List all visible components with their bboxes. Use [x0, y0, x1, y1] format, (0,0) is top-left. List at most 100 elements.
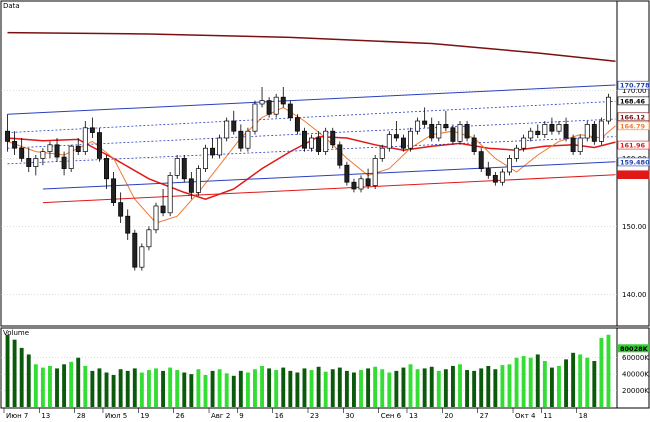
x-tick-label: Июл 5 [105, 412, 127, 420]
volume-bar [542, 361, 547, 407]
candle-down [330, 130, 336, 146]
candle-up [358, 178, 364, 190]
volume-bar [337, 367, 342, 407]
candle-down [160, 205, 166, 214]
volume-bar [146, 370, 151, 407]
overlay-line [7, 31, 616, 62]
x-tick-label: Авг 2 [211, 412, 230, 420]
volume-bar [479, 368, 484, 407]
candle-up [372, 158, 378, 186]
volume-bar [125, 370, 130, 407]
overlay-line [7, 84, 616, 115]
price-tick-label: 140.00 [622, 291, 647, 299]
volume-bar [429, 366, 434, 407]
volume-bar [514, 357, 519, 407]
overlay-line [42, 174, 616, 204]
candle-down [210, 147, 216, 156]
candle-up [309, 137, 315, 149]
candle-down [54, 144, 60, 158]
candle-down [393, 134, 399, 139]
price-tag-label: 166.12 [620, 113, 645, 121]
volume-bar [139, 372, 144, 407]
candle-down [344, 164, 350, 183]
volume-bar [443, 369, 448, 407]
candle-up [499, 171, 505, 183]
candle-down [266, 100, 272, 115]
candle-down [478, 151, 484, 169]
candle-up [195, 168, 201, 193]
candle-up [415, 120, 421, 132]
volume-bar [599, 338, 604, 407]
candle-down [549, 124, 555, 132]
candle-down [96, 132, 102, 159]
candle-up [40, 151, 46, 159]
candle-up [33, 158, 39, 167]
candle-down [337, 144, 343, 166]
candle-up [379, 147, 385, 159]
candle-down [61, 156, 67, 169]
candle-up [146, 229, 152, 248]
price-tag-box [617, 112, 650, 122]
candle-down [287, 103, 293, 118]
candle-down [365, 178, 371, 186]
candle-up [507, 158, 512, 173]
volume-bar [585, 357, 590, 407]
volume-bar [238, 370, 243, 407]
volume-bar [606, 334, 611, 407]
volume-bar [196, 369, 201, 407]
candle-up [167, 175, 173, 214]
candle-down [111, 178, 117, 203]
candle-up [224, 120, 230, 139]
candle-down [231, 120, 237, 132]
volume-bar [422, 368, 427, 407]
volume-bar [203, 374, 208, 407]
volume-bar [564, 359, 568, 407]
volume-bar [97, 368, 102, 407]
x-tick-label: 13 [41, 412, 50, 420]
x-tick-label: 13 [409, 412, 418, 420]
dotted-channel-line [7, 100, 616, 133]
volume-bar [521, 356, 526, 407]
volume-bar [5, 334, 10, 407]
volume-bar [302, 368, 307, 407]
price-tag-label: 157.60 [620, 171, 646, 179]
volume-bar [295, 372, 300, 407]
dotted-channel-line [7, 118, 616, 149]
volume-bar [48, 365, 52, 407]
x-tick-label: 11 [543, 412, 552, 420]
volume-bar [111, 374, 116, 407]
candle-down [238, 130, 244, 149]
volume-bar [316, 366, 321, 407]
volume-bar [387, 372, 392, 407]
candle-down [294, 117, 300, 132]
candle-up [457, 124, 463, 142]
x-axis: Июн 7 13 28 Июл 5 19 26 Авг 2 9 16 23 30 Сен 6 13 20 2… [3, 408, 588, 420]
price-tag-box [617, 140, 650, 150]
volume-bar [62, 364, 67, 407]
volume-bar [217, 369, 222, 407]
volume-tick-label: 40000K [622, 371, 649, 379]
candle-down [181, 158, 187, 180]
candle-up [584, 124, 590, 139]
volume-bar [245, 372, 250, 407]
candle-up [203, 147, 208, 169]
candle-down [570, 137, 576, 152]
x-tick-label: Июн 7 [6, 412, 28, 420]
candle-down [75, 145, 81, 152]
volume-bar [380, 369, 385, 407]
volume-bar [500, 365, 505, 407]
x-tick-label: 20 [444, 412, 453, 420]
candle-up [217, 137, 223, 156]
volume-bar [40, 367, 45, 407]
candle-down [492, 175, 498, 183]
volume-bar [592, 361, 597, 407]
volume-bar [224, 373, 229, 407]
volume-bars [5, 334, 611, 407]
price-tag-label: 170.7780 [620, 82, 650, 90]
candle-down [280, 96, 286, 105]
candle-down [400, 137, 406, 149]
candle-down [485, 168, 491, 176]
x-tick-label: 19 [140, 412, 149, 420]
